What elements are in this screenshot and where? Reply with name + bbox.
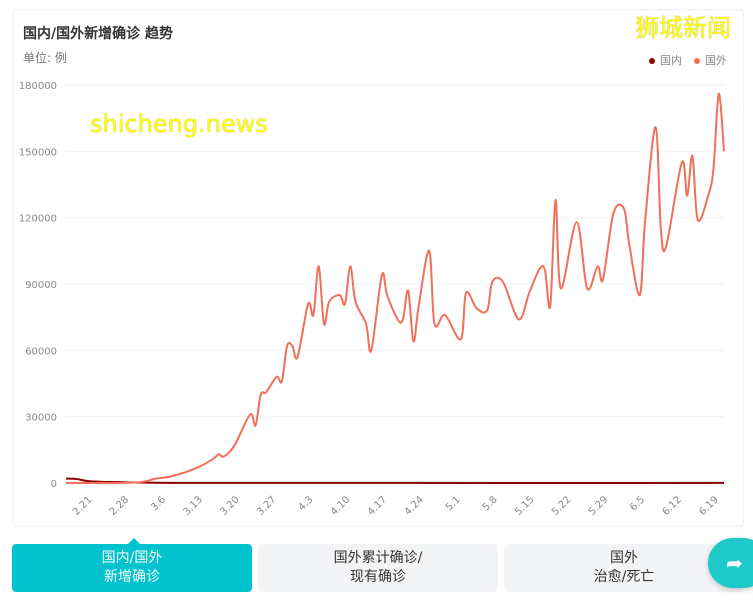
legend-item-foreign[interactable]: 国外 xyxy=(694,54,727,68)
unit-label: 单位: 例 xyxy=(23,51,67,65)
x-tick-label: 4.17 xyxy=(366,494,390,518)
x-tick-label: 6.19 xyxy=(697,494,721,518)
y-tick-label: 90000 xyxy=(25,280,57,291)
x-tick-label: 5.8 xyxy=(481,494,500,513)
x-tick-label: 2.21 xyxy=(71,494,95,518)
series-line-foreign xyxy=(65,92,725,485)
x-tick-label: 4.10 xyxy=(329,494,353,518)
x-tick-label: 3.20 xyxy=(218,494,242,518)
x-tick-label: 3.6 xyxy=(149,494,168,513)
line-chart: 0 30000 60000 90000 120000 150000 180000 2.21 2.… xyxy=(19,81,725,518)
x-tick-label: 5.15 xyxy=(513,494,537,518)
y-tick-label: 150000 xyxy=(19,147,57,158)
series-line-domestic xyxy=(65,477,725,484)
tab-label: 治愈/死亡 xyxy=(593,569,655,585)
legend-dot-icon xyxy=(649,58,655,64)
tab-new-cases[interactable]: 国内/国外新增确诊 xyxy=(12,538,252,592)
tab-label: 新增确诊 xyxy=(104,569,160,585)
legend-label: 国外 xyxy=(705,54,727,67)
x-tick-label: 4.24 xyxy=(403,494,427,518)
tab-label: 国内/国外 xyxy=(101,550,163,566)
y-tick-label: 120000 xyxy=(19,214,57,225)
y-tick-label: 0 xyxy=(51,479,57,490)
x-tick-label: 6.12 xyxy=(660,494,684,518)
y-tick-label: 60000 xyxy=(25,346,57,357)
watermark-bottom: shicheng.news xyxy=(90,110,268,138)
x-tick-label: 4.3 xyxy=(297,494,316,513)
share-icon: ➦ xyxy=(726,551,743,575)
x-tick-label: 3.27 xyxy=(255,494,279,518)
legend: 国内 国外 xyxy=(649,54,727,68)
x-tick-label: 5.29 xyxy=(587,494,611,518)
legend-label: 国内 xyxy=(660,54,682,67)
chart-card: 国内/国外新增确诊 趋势 单位: 例 国内 国外 狮城新闻 xyxy=(12,9,744,527)
tab-label: 现有确诊 xyxy=(350,569,406,585)
x-tick-label: 2.28 xyxy=(108,494,132,518)
tab-recovered-deaths[interactable]: 国外治愈/死亡 xyxy=(504,544,744,592)
y-tick-label: 180000 xyxy=(19,81,57,92)
tab-label: 国外累计确诊/ xyxy=(333,550,423,566)
watermark-top: 狮城新闻 xyxy=(635,14,731,42)
y-tick-label: 30000 xyxy=(25,413,57,424)
tab-label: 国外 xyxy=(610,550,638,566)
x-tick-label: 5.22 xyxy=(550,494,574,518)
x-tick-label: 5.1 xyxy=(444,494,463,513)
share-button[interactable]: ➦ xyxy=(708,538,753,588)
chart-title: 国内/国外新增确诊 趋势 xyxy=(23,26,173,42)
x-tick-label: 3.13 xyxy=(181,494,205,518)
legend-dot-icon xyxy=(694,58,700,64)
tab-bar: 国内/国外新增确诊 国外累计确诊/现有确诊 国外治愈/死亡 xyxy=(12,538,744,592)
x-tick-label: 6.5 xyxy=(628,494,647,513)
legend-item-domestic[interactable]: 国内 xyxy=(649,54,682,68)
tab-cumulative-cases[interactable]: 国外累计确诊/现有确诊 xyxy=(258,544,498,592)
